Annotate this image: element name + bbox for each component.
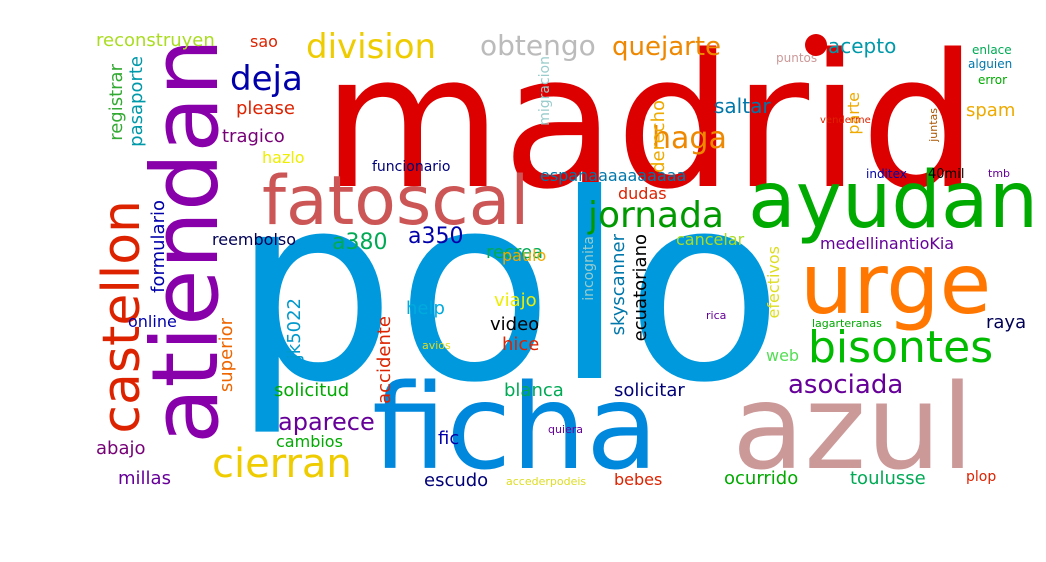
word: plop <box>966 469 997 485</box>
word: jk5022 <box>284 298 305 360</box>
word: haga <box>652 121 727 156</box>
word: quejarte <box>612 32 722 62</box>
word: skyscanner <box>608 234 629 336</box>
word: escudo <box>424 470 489 491</box>
word: hice <box>502 334 540 355</box>
word: blanca <box>504 380 564 401</box>
word: ayudan <box>748 156 1039 246</box>
word: inditex <box>866 167 907 181</box>
word: help <box>406 298 445 319</box>
word: medellinantioKia <box>820 234 955 253</box>
word: paulo <box>502 246 547 265</box>
word: please <box>236 98 295 119</box>
word: formulario <box>148 200 169 293</box>
word: azul <box>732 358 974 496</box>
word: division <box>306 27 437 67</box>
word: a350 <box>408 224 464 249</box>
word: reconstruyen <box>96 30 215 51</box>
word: sao <box>250 32 278 51</box>
word: superior <box>216 318 237 393</box>
word: video <box>490 314 540 335</box>
word: spam <box>966 100 1016 121</box>
word: enlace <box>972 43 1012 57</box>
word: alguien <box>968 57 1013 71</box>
word: 40mil <box>928 167 965 182</box>
word: hazlo <box>262 148 305 167</box>
word: raya <box>986 312 1027 333</box>
word: deja <box>230 59 303 99</box>
word: accederpodeis <box>506 475 587 488</box>
word: funcionario <box>372 159 451 175</box>
word: cancelar <box>676 230 745 249</box>
word: avios <box>422 339 451 352</box>
word: fic <box>438 428 460 449</box>
word: asociada <box>788 370 904 400</box>
word: aparece <box>278 408 375 436</box>
word: cierran <box>212 441 352 487</box>
word: quiera <box>548 423 584 436</box>
word: online <box>128 312 177 331</box>
word: millas <box>118 468 171 489</box>
word: error <box>978 73 1008 87</box>
word: rica <box>706 309 727 322</box>
word: juntas <box>927 108 940 142</box>
word: toulusse <box>850 468 926 489</box>
word: bisontes <box>808 322 994 373</box>
word: ficha <box>372 358 659 496</box>
word: bebes <box>614 470 663 489</box>
word: espanaaaaaaaaaa <box>540 166 687 185</box>
word: incognita <box>581 236 597 301</box>
word: tragico <box>222 126 285 147</box>
word: viajo <box>494 290 537 311</box>
word: saltar <box>714 94 771 118</box>
word: solicitud <box>274 380 350 401</box>
word: lagarteranas <box>812 317 882 330</box>
word: accidente <box>374 316 395 404</box>
word: efectivos <box>764 246 783 319</box>
word: dudas <box>618 184 667 203</box>
dot-mark <box>805 34 827 56</box>
word: web <box>766 346 800 365</box>
word: ocurrido <box>724 468 799 489</box>
word: reembolso <box>212 230 297 249</box>
word: madrid <box>322 14 978 230</box>
word: registrar <box>106 64 127 141</box>
word: parte <box>844 92 863 135</box>
word: jornada <box>588 195 724 236</box>
word: tmb <box>988 167 1011 180</box>
word: derecho <box>648 100 669 173</box>
word: migracion <box>537 56 553 126</box>
word: obtengo <box>480 29 596 62</box>
word: cambios <box>276 432 343 451</box>
word: venderme <box>820 115 871 126</box>
word: abajo <box>96 438 146 459</box>
word: solicitar <box>614 380 685 401</box>
word: fatoscal <box>262 162 530 241</box>
word: acepto <box>828 34 897 58</box>
word: urge <box>800 235 992 333</box>
word: a380 <box>332 230 388 255</box>
word: pasaporte <box>126 56 147 147</box>
word: polo <box>232 139 784 439</box>
word: ecuatoriano <box>630 234 651 342</box>
word: puntos <box>776 51 818 65</box>
word: recrea <box>486 242 544 263</box>
